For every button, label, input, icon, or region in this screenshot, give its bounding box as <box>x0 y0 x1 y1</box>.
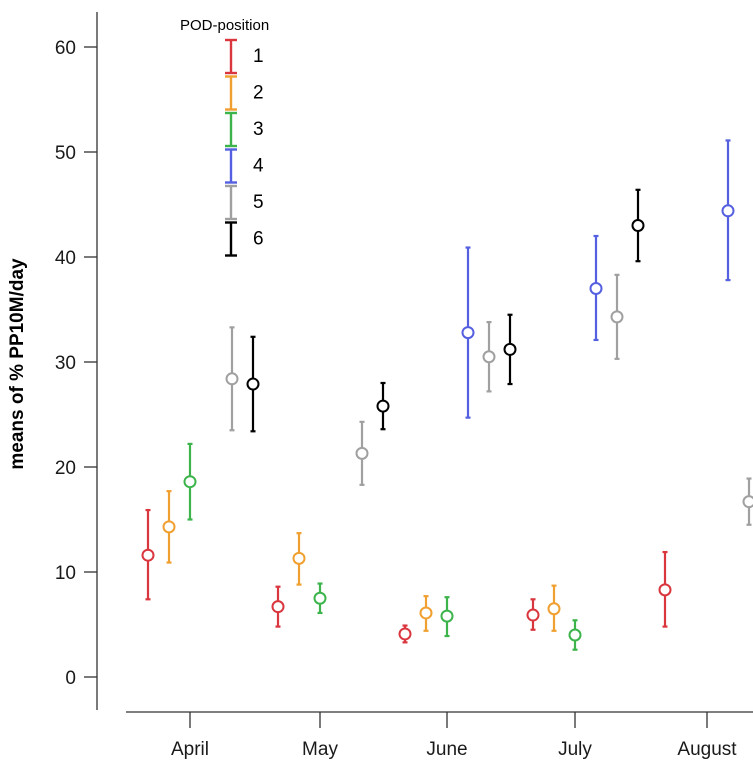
legend-items: 1 2 3 4 5 6 <box>225 38 264 257</box>
y-axis-ticks: 0 10 20 30 40 50 60 <box>55 38 97 689</box>
legend-item-3: 3 <box>225 111 264 148</box>
legend-label: 5 <box>253 192 264 213</box>
mean-marker <box>246 377 260 391</box>
x-tick-label: June <box>426 739 467 760</box>
mean-marker <box>419 606 433 620</box>
axes <box>96 12 753 713</box>
y-tick-label: 30 <box>55 353 76 374</box>
x-tick-label: July <box>558 739 592 760</box>
mean-marker <box>503 342 517 356</box>
mean-marker <box>162 520 176 534</box>
series-6 <box>246 188 645 433</box>
series-4 <box>461 139 735 419</box>
legend-item-5: 5 <box>225 184 264 221</box>
legend-label: 1 <box>253 46 264 67</box>
mean-marker <box>547 602 561 616</box>
mean-marker <box>631 219 645 232</box>
mean-marker <box>568 628 582 642</box>
mean-marker <box>141 548 155 562</box>
series-2 <box>162 490 561 632</box>
legend-label: 6 <box>253 229 264 250</box>
error-bar-marks <box>141 139 753 651</box>
legend-title: POD-position <box>180 17 269 34</box>
mean-marker <box>440 609 454 623</box>
legend-item-4: 4 <box>225 148 264 184</box>
mean-marker <box>610 310 624 324</box>
mean-marker <box>742 495 753 509</box>
y-tick-label: 60 <box>55 38 76 59</box>
legend-item-6: 6 <box>225 221 264 257</box>
mean-marker <box>526 608 540 622</box>
legend-item-1: 1 <box>225 38 264 75</box>
mean-marker <box>183 475 197 489</box>
x-tick-label: August <box>677 739 737 760</box>
mean-marker <box>398 627 412 641</box>
mean-marker <box>376 399 390 413</box>
y-axis-title: means of % PP10M/day <box>7 258 28 470</box>
series-5 <box>225 273 753 526</box>
legend-item-2: 2 <box>225 75 264 111</box>
y-tick-label: 40 <box>55 248 76 269</box>
mean-marker <box>482 350 496 364</box>
series-3 <box>183 442 582 651</box>
mean-marker <box>461 326 475 340</box>
mean-marker <box>355 446 369 460</box>
legend-label: 4 <box>253 156 264 177</box>
mean-marker <box>225 372 239 386</box>
y-tick-label: 10 <box>55 563 76 584</box>
y-tick-label: 0 <box>65 668 76 689</box>
mean-marker <box>313 591 327 605</box>
y-tick-label: 20 <box>55 458 76 479</box>
legend-label: 2 <box>253 83 264 104</box>
x-axis-ticks: April May June July August <box>171 712 737 760</box>
mean-marker <box>292 551 306 565</box>
legend: POD-position 1 2 3 4 5 6 <box>180 17 269 257</box>
mean-marker <box>721 204 735 218</box>
x-tick-label: April <box>171 739 209 760</box>
series-1 <box>141 508 672 644</box>
y-tick-label: 50 <box>55 143 76 164</box>
x-tick-label: May <box>302 739 338 760</box>
mean-marker <box>589 282 603 295</box>
legend-label: 3 <box>253 119 264 140</box>
mean-marker <box>658 583 672 597</box>
mean-marker <box>271 600 285 614</box>
